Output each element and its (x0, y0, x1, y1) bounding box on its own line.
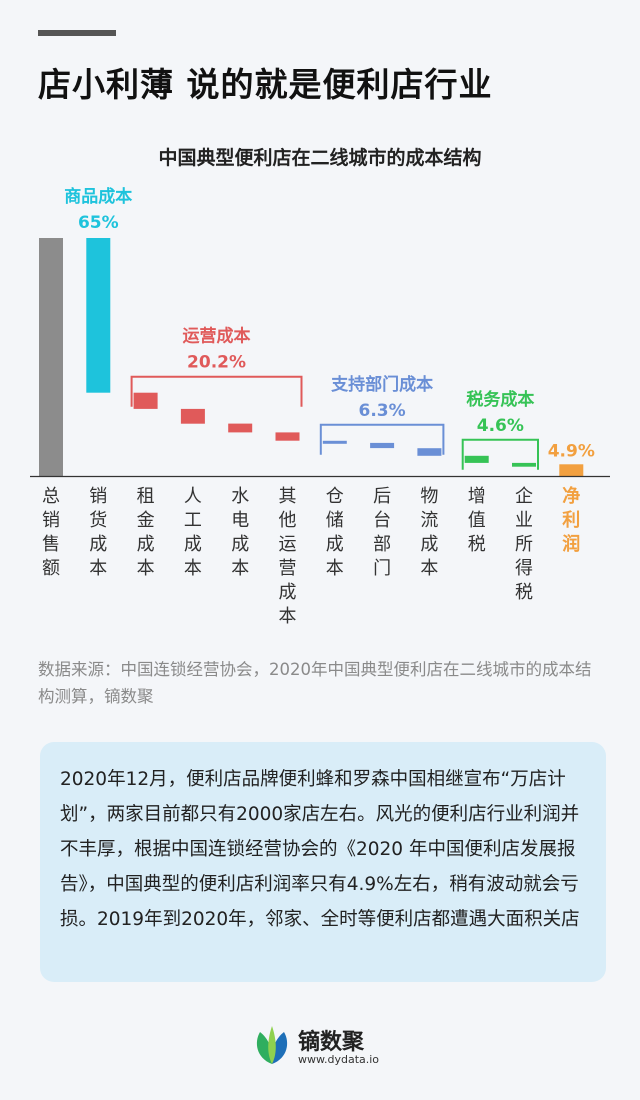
brand-logo: 镝数聚 www.dydata.io (252, 1022, 432, 1072)
bar-企业所得税 (512, 462, 536, 467)
waterfall-chart: 中国典型便利店在二线城市的成本结构 商品成本 65% 运营成本 20.2% 支持部门成本… (30, 146, 610, 627)
group-value-税务成本: 4.6% (477, 416, 524, 436)
category-label-仓储成本: 仓储成本 (326, 486, 344, 579)
brand-url: www.dydata.io (298, 1053, 380, 1066)
category-label-其他运营成本: 其他运营成本 (279, 486, 297, 627)
bar-后台部门 (370, 442, 395, 449)
group-value-商品成本: 65% (78, 213, 119, 233)
category-label-增值税: 增值税 (468, 486, 486, 555)
profit-value-label: 4.9% (548, 441, 595, 461)
summary-box: 2020年12月，便利店品牌便利蜂和罗森中国相继宣布“万店计划”，两家目前都只有… (40, 742, 606, 982)
bar-水电成本 (228, 423, 253, 433)
top-accent-rule (38, 30, 116, 36)
bar-总销售额 (39, 238, 63, 476)
bar-销货成本 (86, 238, 111, 393)
category-label-后台部门: 后台部门 (373, 486, 391, 579)
chart-title: 中国典型便利店在二线城市的成本结构 (158, 146, 481, 169)
bar-增值税 (464, 455, 489, 463)
group-value-支持部门成本: 6.3% (359, 401, 406, 421)
category-label-租金成本: 租金成本 (137, 486, 155, 579)
category-label-物流成本: 物流成本 (420, 486, 438, 579)
data-source-note: 数据来源：中国连锁经营协会，2020年中国典型便利店在二线城市的成本结构测算，镝… (38, 660, 592, 706)
headline: 店小利薄 说的就是便利店行业 (38, 65, 493, 104)
category-label-人工成本: 人工成本 (184, 486, 202, 579)
category-label-水电成本: 水电成本 (231, 486, 249, 579)
leaf-logo-icon (256, 1026, 288, 1064)
bar-仓储成本 (322, 440, 347, 444)
bracket-支持部门成本 (319, 423, 445, 455)
group-name-运营成本: 运营成本 (183, 326, 251, 347)
bar-租金成本 (133, 392, 158, 409)
bar-净利润 (559, 464, 584, 476)
category-label-销货成本: 销货成本 (89, 486, 107, 579)
group-name-税务成本: 税务成本 (466, 389, 534, 410)
bracket-税务成本 (461, 438, 539, 470)
category-label-企业所得税: 企业所得税 (515, 486, 533, 603)
bar-物流成本 (417, 448, 442, 456)
category-label-总销售额: 总销售额 (42, 486, 60, 579)
bracket-运营成本 (130, 375, 303, 407)
group-name-支持部门成本: 支持部门成本 (331, 374, 433, 395)
bar-其他运营成本 (275, 432, 300, 441)
brand-name: 镝数聚 (298, 1030, 365, 1055)
group-name-商品成本: 商品成本 (64, 186, 132, 207)
summary-text: 2020年12月，便利店品牌便利蜂和罗森中国相继宣布“万店计划”，两家目前都只有… (60, 769, 580, 930)
group-value-运营成本: 20.2% (187, 353, 246, 373)
category-label-净利润: 净利润 (562, 485, 580, 555)
bar-人工成本 (180, 408, 205, 424)
